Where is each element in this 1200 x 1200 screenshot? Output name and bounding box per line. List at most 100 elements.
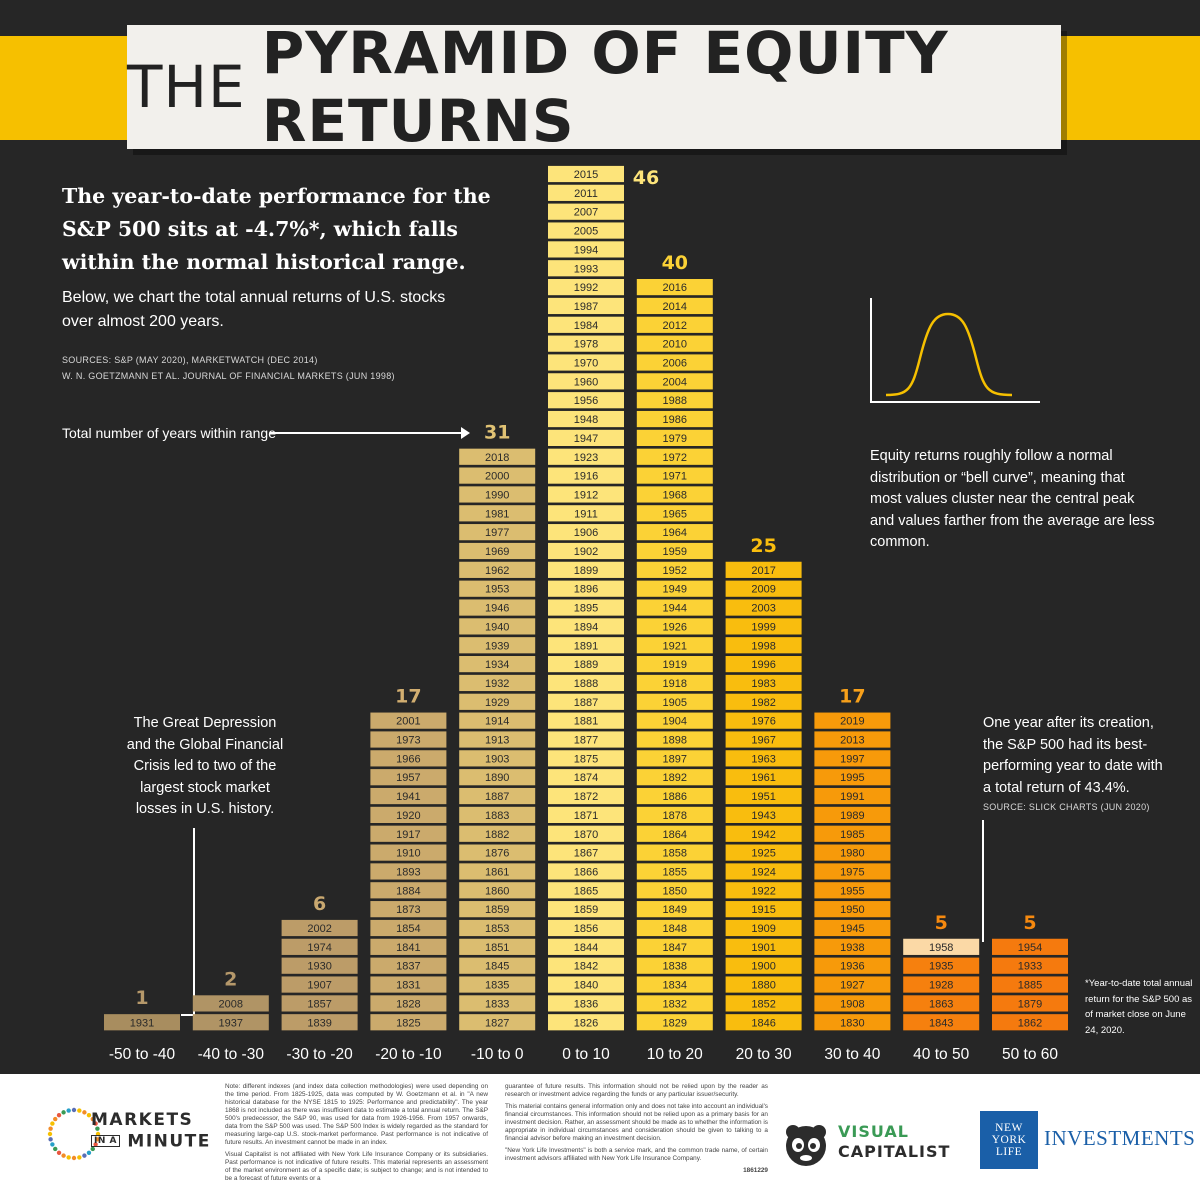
year-label: 1995 [840,772,864,784]
year-box [459,844,536,861]
year-label: 1838 [663,961,687,973]
fine-print: Note: different indexes (and index data … [225,1083,488,1146]
year-box [992,995,1068,1012]
year-label: 1910 [396,848,420,860]
year-label: 1962 [485,565,509,577]
year-box [459,467,536,484]
logo-dot [53,1146,58,1152]
year-label: 1965 [663,508,687,520]
year-label: 1879 [1018,998,1042,1010]
year-box [636,750,713,767]
year-box [548,260,624,277]
year-label: 1999 [751,621,775,633]
mim-line-2: MINUTE [127,1131,211,1152]
year-box [636,976,713,993]
year-box [370,995,447,1012]
year-label: 1991 [840,791,864,803]
year-label: 1899 [574,565,598,577]
year-box [636,674,713,692]
year-box [814,863,891,880]
year-box [548,674,624,692]
year-label: 1836 [574,998,598,1010]
year-label: 1943 [751,810,775,822]
year-label: 1966 [396,753,420,765]
year-box [548,222,624,239]
year-label: 1929 [485,697,509,709]
year-box [636,995,713,1012]
year-box [725,674,802,692]
year-box [636,882,713,899]
title-bold: PYRAMID OF EQUITY RETURNS [261,19,949,155]
year-box [548,769,624,786]
year-box [814,957,891,974]
category-label: -40 to -30 [198,1046,265,1063]
year-box [548,750,624,767]
year-label: 1907 [307,980,331,992]
year-label: 1938 [840,942,864,954]
year-box [548,241,624,258]
year-label: 1976 [751,716,775,728]
year-label: 1967 [751,735,775,747]
year-box [636,467,713,484]
logo-dot [71,1107,77,1113]
year-box [903,957,980,974]
year-label: 1927 [840,980,864,992]
year-label: 1998 [751,640,775,652]
year-label: 2016 [663,282,687,294]
year-box [636,561,713,578]
year-label: 1870 [574,829,598,841]
year-box [636,863,713,880]
year-box [814,882,891,899]
callout-line [193,828,195,1016]
logo-dot [50,1142,55,1147]
logo-dot [90,1146,95,1152]
year-label: 1996 [751,659,775,671]
nyl-line: LIFE [995,1146,1023,1158]
year-box [636,599,713,616]
year-label: 1848 [663,923,687,935]
year-box [548,656,624,673]
year-label: 1997 [840,753,864,765]
markets-in-a-minute-logo-icon [47,1107,101,1161]
year-label: 1970 [574,358,598,370]
year-label: 1878 [663,810,687,822]
logo-dot [61,1110,66,1115]
year-box [814,901,891,918]
count-label: 31 [484,422,510,444]
year-label: 2004 [663,376,687,388]
year-label: 1846 [751,1017,775,1029]
year-box [636,1014,713,1031]
year-box [548,580,624,597]
year-box [725,844,802,861]
source-line-2: W. N. GOETZMANN ET AL. JOURNAL OF FINANC… [62,371,395,381]
year-box [370,938,447,955]
year-label: 1941 [396,791,420,803]
year-box [548,882,624,899]
year-label: 1913 [485,735,509,747]
year-box [636,392,713,409]
year-label: 1922 [751,885,775,897]
year-box [636,712,713,729]
year-label: 1968 [663,489,687,501]
year-box [459,750,536,767]
year-label: 1901 [751,942,775,954]
year-box [459,618,536,635]
logo-dot [61,1153,66,1158]
year-label: 1830 [840,1017,864,1029]
year-label: 1932 [485,678,509,690]
year-label: 1984 [574,320,598,332]
year-box [548,693,624,710]
year-box [548,995,624,1012]
year-box [725,995,802,1012]
year-label: 1831 [396,980,420,992]
year-label: 1883 [485,810,509,822]
year-label: 1834 [663,980,687,992]
year-box [636,806,713,823]
footer-curve [0,1074,1200,1114]
year-label: 1865 [574,885,598,897]
year-box [992,938,1068,955]
year-label: 1930 [307,961,331,973]
logo-dot [77,1155,82,1160]
category-label: -20 to -10 [375,1046,442,1063]
markets-in-a-minute-logo: MARKETS IN A MINUTE [91,1110,211,1153]
